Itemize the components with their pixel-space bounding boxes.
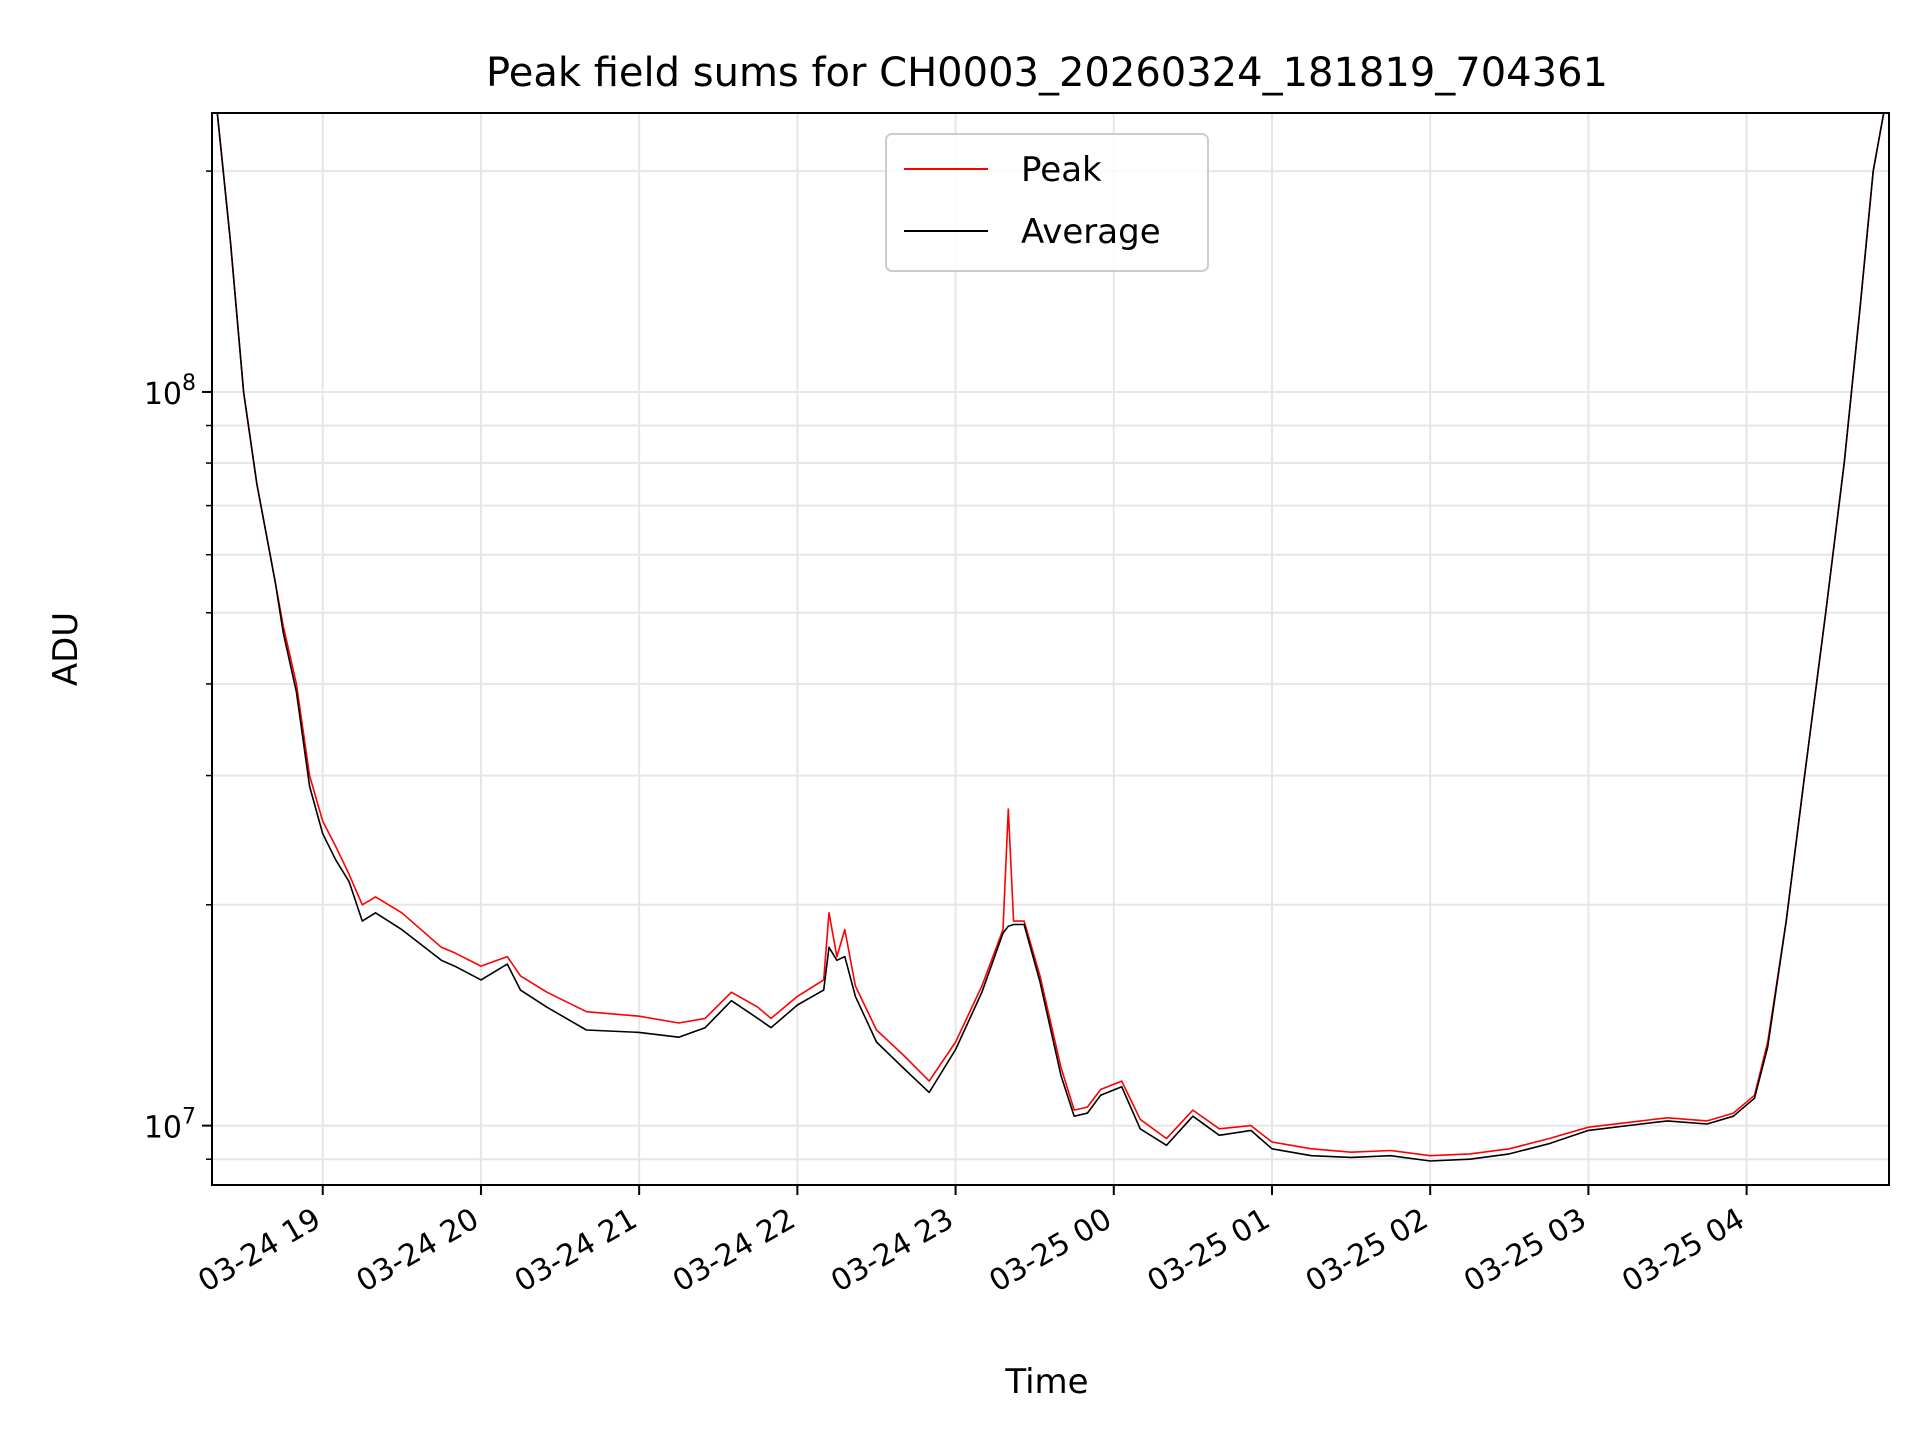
series-line-average (216, 112, 1885, 1162)
legend: Peak Average (885, 133, 1209, 272)
y-tick-label: 107 (144, 1105, 196, 1146)
y-tick-label-base: 10 (144, 377, 182, 412)
y-tick-label: 108 (144, 371, 196, 412)
series-line-peak (216, 112, 1885, 1157)
y-tick-label-exponent: 8 (182, 371, 196, 396)
y-tick-label-base: 10 (144, 1111, 182, 1146)
series-layer (216, 112, 1885, 1162)
y-axis-label: ADU (46, 612, 86, 686)
legend-label-average: Average (1021, 212, 1161, 252)
chart-title: Peak field sums for CH0003_20260324_1818… (486, 50, 1608, 96)
legend-label-peak: Peak (1021, 150, 1102, 190)
plot-frame (211, 112, 1890, 1186)
y-tick-label-exponent: 7 (182, 1105, 196, 1130)
x-axis-label: Time (1004, 1362, 1088, 1402)
